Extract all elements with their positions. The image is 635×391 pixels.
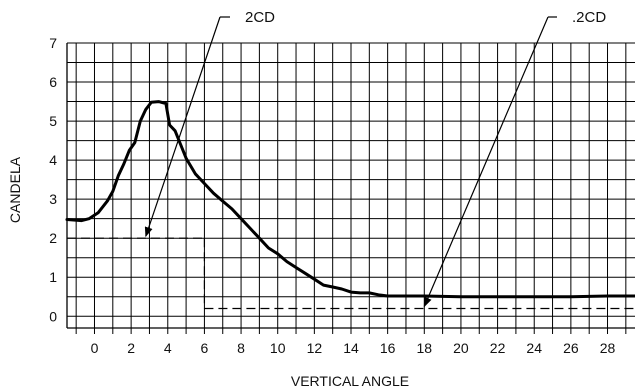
x-tick-label: 20: [453, 340, 469, 356]
x-tick-label: 14: [343, 340, 359, 356]
series-lines: [65, 100, 635, 299]
x-tick-label: 24: [526, 340, 542, 356]
x-tick-label: 8: [237, 340, 245, 356]
x-tick-label: 6: [201, 340, 209, 356]
x-tick-label: 16: [380, 340, 396, 356]
x-tick-label: 2: [127, 340, 135, 356]
callout-arrow-0: [144, 16, 221, 238]
y-tick-label: 2: [49, 230, 57, 246]
x-tick-label: 0: [91, 340, 99, 356]
y-tick-label: 4: [49, 152, 57, 168]
reference-lines: [67, 237, 635, 310]
y-tick-label: 3: [49, 191, 57, 207]
callout-label: .2CD: [572, 9, 606, 26]
x-tick-label: 22: [490, 340, 506, 356]
y-tick-label: 6: [49, 74, 57, 90]
callouts: 2CD .2CD: [144, 9, 606, 308]
x-tick-label: 26: [563, 340, 579, 356]
x-tick-label: 12: [307, 340, 323, 356]
x-tick-label: 28: [600, 340, 616, 356]
y-tick-label: 7: [49, 35, 57, 51]
candela-curve: [65, 100, 635, 299]
y-tick-label: 5: [49, 113, 57, 129]
x-tick-label: 10: [270, 340, 286, 356]
x-axis-label: VERTICAL ANGLE: [291, 373, 409, 389]
y-tick-label: 1: [49, 269, 57, 285]
x-tick-label: 4: [164, 340, 172, 356]
x-tick-label: 18: [417, 340, 433, 356]
chart-grid: [66, 42, 635, 334]
y-axis-label: CANDELA: [7, 156, 23, 223]
callout-label: 2CD: [245, 9, 275, 26]
y-tick-label: 0: [49, 308, 57, 324]
callout-arrow-1: [423, 16, 549, 308]
